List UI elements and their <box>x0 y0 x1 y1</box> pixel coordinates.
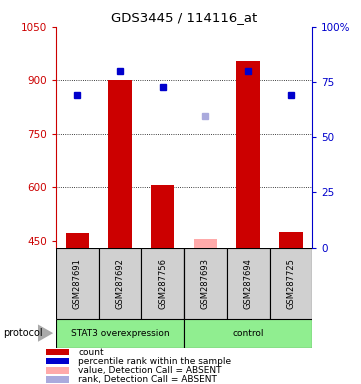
Bar <box>142 248 184 319</box>
Bar <box>99 248 142 319</box>
Text: GSM287725: GSM287725 <box>286 258 295 309</box>
Bar <box>184 319 312 348</box>
Bar <box>151 185 174 248</box>
Bar <box>270 248 312 319</box>
Text: control: control <box>232 329 264 338</box>
Bar <box>194 240 217 248</box>
Bar <box>279 232 303 248</box>
Bar <box>46 376 69 383</box>
Text: GSM287693: GSM287693 <box>201 258 210 309</box>
Bar <box>46 349 69 355</box>
Bar <box>236 61 260 248</box>
Bar <box>184 248 227 319</box>
Bar <box>46 358 69 364</box>
Text: GSM287694: GSM287694 <box>244 258 253 309</box>
Text: GSM287692: GSM287692 <box>116 258 125 309</box>
Text: STAT3 overexpression: STAT3 overexpression <box>71 329 169 338</box>
Bar <box>66 233 89 248</box>
Polygon shape <box>38 324 53 342</box>
Bar <box>56 319 184 348</box>
Bar <box>227 248 270 319</box>
Bar <box>108 80 132 248</box>
Title: GDS3445 / 114116_at: GDS3445 / 114116_at <box>111 11 257 24</box>
Text: percentile rank within the sample: percentile rank within the sample <box>78 357 231 366</box>
Text: GSM287691: GSM287691 <box>73 258 82 309</box>
Text: count: count <box>78 348 104 357</box>
Bar <box>46 367 69 374</box>
Text: GSM287756: GSM287756 <box>158 258 167 309</box>
Text: value, Detection Call = ABSENT: value, Detection Call = ABSENT <box>78 366 222 375</box>
Text: rank, Detection Call = ABSENT: rank, Detection Call = ABSENT <box>78 375 217 384</box>
Bar <box>56 248 99 319</box>
Text: protocol: protocol <box>4 328 43 338</box>
